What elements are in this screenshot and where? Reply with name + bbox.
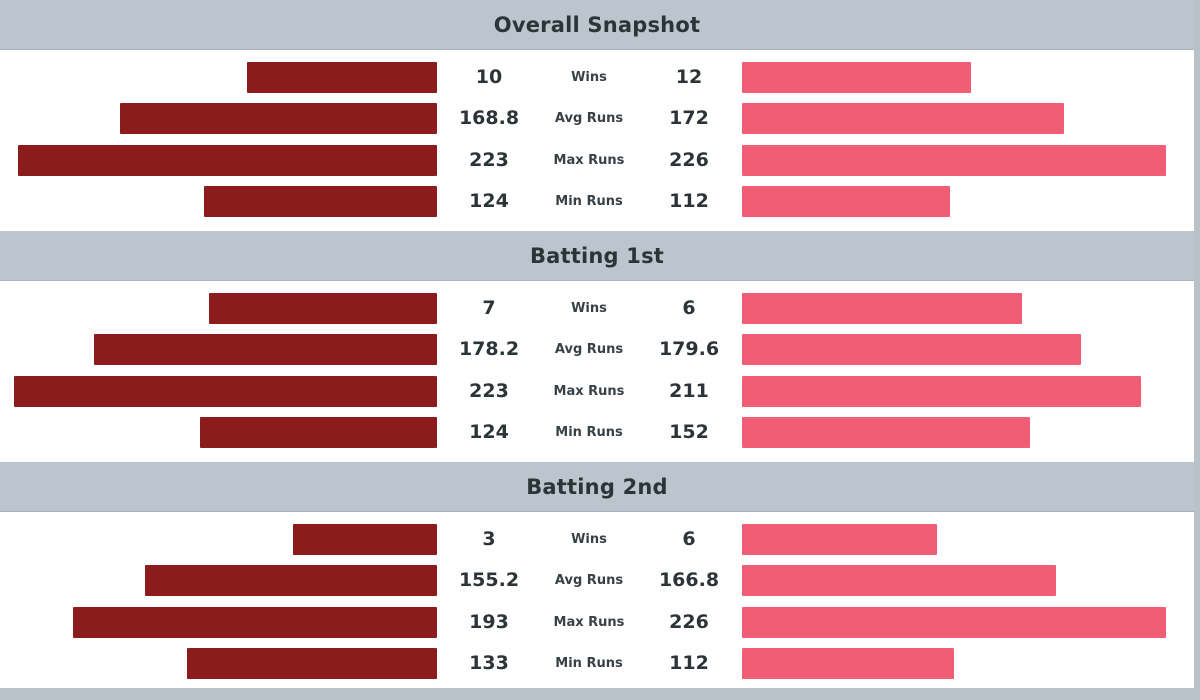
- stat-row: 155.2 Avg Runs 166.8: [0, 565, 1194, 597]
- left-value: 193: [469, 611, 509, 633]
- section-title: Batting 2nd: [0, 462, 1194, 512]
- left-value: 168.8: [458, 107, 520, 129]
- section-title: Batting 1st: [0, 231, 1194, 281]
- left-bar: [209, 293, 437, 324]
- right-bar: [742, 648, 954, 679]
- metric-label: Wins: [571, 301, 607, 316]
- metric-label: Max Runs: [553, 615, 625, 630]
- left-bar: [200, 417, 437, 448]
- stat-row: 223 Max Runs 226: [0, 145, 1194, 177]
- left-bar: [145, 565, 437, 596]
- right-bar: [742, 524, 937, 555]
- stat-row: 168.8 Avg Runs 172: [0, 103, 1194, 135]
- left-bar: [94, 334, 437, 365]
- left-value: 133: [469, 652, 509, 674]
- stat-row: 133 Min Runs 112: [0, 648, 1194, 680]
- right-value: 172: [669, 107, 709, 129]
- metric-label: Avg Runs: [554, 342, 624, 357]
- left-bar: [120, 103, 437, 134]
- right-value: 179.6: [658, 338, 720, 360]
- right-value: 112: [669, 190, 709, 212]
- stat-row: 124 Min Runs 152: [0, 417, 1194, 449]
- right-bar: [742, 186, 950, 217]
- left-value: 3: [482, 528, 496, 550]
- right-value: 166.8: [658, 569, 720, 591]
- stat-row: 7 Wins 6: [0, 293, 1194, 325]
- right-value: 152: [669, 421, 709, 443]
- right-bar: [742, 145, 1166, 176]
- left-bar: [73, 607, 437, 638]
- right-value: 6: [682, 528, 696, 550]
- left-bar: [187, 648, 437, 679]
- right-value: 226: [669, 149, 709, 171]
- right-value: 12: [675, 66, 703, 88]
- left-value: 223: [469, 149, 509, 171]
- left-bar: [247, 62, 437, 93]
- left-bar: [14, 376, 437, 407]
- left-value: 155.2: [458, 569, 520, 591]
- metric-label: Min Runs: [555, 194, 623, 209]
- section-2: Batting 2nd 3 Wins 6 155.2 Avg Runs 166.8 193 Ma…: [0, 462, 1194, 688]
- left-value: 124: [469, 421, 509, 443]
- stat-row: 193 Max Runs 226: [0, 607, 1194, 639]
- stat-row: 124 Min Runs 112: [0, 186, 1194, 218]
- right-bar: [742, 62, 971, 93]
- right-bar: [742, 417, 1030, 448]
- right-value: 112: [669, 652, 709, 674]
- metric-label: Min Runs: [555, 656, 623, 671]
- metric-label: Avg Runs: [554, 111, 624, 126]
- metric-label: Max Runs: [553, 384, 625, 399]
- metric-label: Wins: [571, 70, 607, 85]
- stat-row: 10 Wins 12: [0, 62, 1194, 94]
- metric-label: Min Runs: [555, 425, 623, 440]
- left-value: 10: [475, 66, 503, 88]
- section-1: Batting 1st 7 Wins 6 178.2 Avg Runs 179.6 223 Ma…: [0, 231, 1194, 461]
- metric-label: Wins: [571, 532, 607, 547]
- right-bar: [742, 607, 1166, 638]
- right-bar: [742, 103, 1064, 134]
- right-value: 211: [669, 380, 709, 402]
- left-value: 178.2: [458, 338, 520, 360]
- metric-label: Max Runs: [553, 153, 625, 168]
- metric-label: Avg Runs: [554, 573, 624, 588]
- left-bar: [18, 145, 437, 176]
- stat-row: 178.2 Avg Runs 179.6: [0, 334, 1194, 366]
- left-value: 7: [482, 297, 496, 319]
- stat-row: 223 Max Runs 211: [0, 376, 1194, 408]
- right-value: 6: [682, 297, 696, 319]
- section-title: Overall Snapshot: [0, 0, 1194, 50]
- right-bar: [742, 565, 1056, 596]
- right-bar: [742, 376, 1141, 407]
- left-bar: [293, 524, 437, 555]
- left-value: 124: [469, 190, 509, 212]
- stat-row: 3 Wins 6: [0, 524, 1194, 556]
- right-value: 226: [669, 611, 709, 633]
- left-value: 223: [469, 380, 509, 402]
- section-0: Overall Snapshot 10 Wins 12 168.8 Avg Runs 172…: [0, 0, 1194, 230]
- left-bar: [204, 186, 437, 217]
- right-bar: [742, 293, 1022, 324]
- right-bar: [742, 334, 1081, 365]
